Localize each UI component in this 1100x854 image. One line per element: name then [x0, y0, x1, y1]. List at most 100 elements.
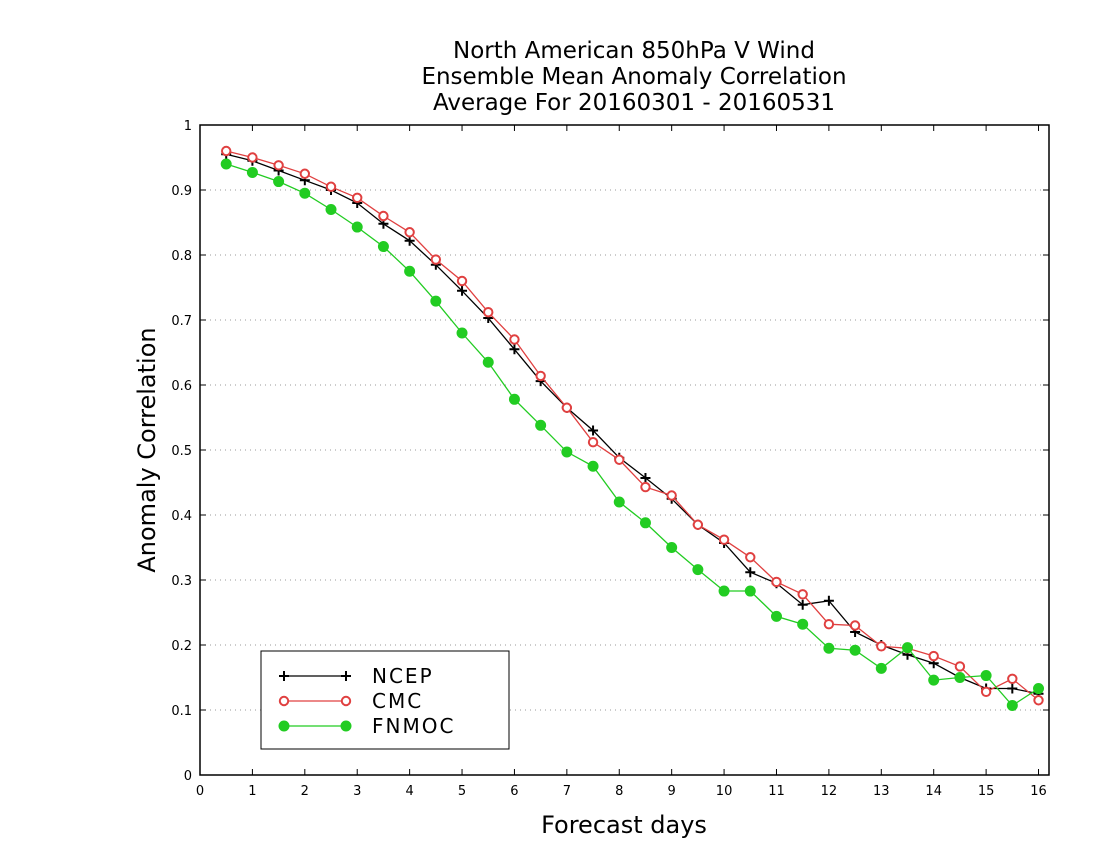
series-cmc	[221, 145, 1044, 706]
cmc-point	[1007, 673, 1018, 684]
fnmoc-point	[325, 204, 337, 215]
x-tick-label: 1	[248, 784, 256, 799]
cmc-point	[587, 437, 599, 448]
cmc-point	[352, 192, 363, 204]
cmc-point	[483, 307, 494, 318]
fnmoc-point	[770, 610, 782, 622]
cmc-point	[273, 160, 284, 171]
fnmoc-point	[613, 496, 625, 508]
ncep-point	[457, 285, 468, 296]
fnmoc-point	[875, 662, 887, 674]
cmc-point	[561, 402, 573, 413]
fnmoc-point	[980, 670, 992, 682]
cmc-point	[771, 576, 782, 588]
cmc-point	[849, 620, 861, 631]
fnmoc-point	[246, 166, 258, 178]
x-axis: 0 1 2 3 4 5 6 7 8 9 10 11 12 13 14 15 16	[196, 125, 1047, 799]
chart-title-line-2: Ensemble Mean Anomaly Correlation	[421, 64, 846, 90]
y-tick-label: 0.3	[171, 574, 192, 589]
legend-marker-ncep	[341, 671, 351, 681]
cmc-point	[876, 641, 887, 652]
cmc-point	[718, 534, 730, 545]
series-line-fnmoc	[226, 163, 1039, 707]
x-tick-label: 2	[301, 784, 309, 799]
legend-marker-cmc	[278, 695, 290, 707]
x-tick-label: 8	[615, 784, 623, 799]
cmc-point	[928, 650, 939, 662]
cmc-point	[535, 370, 546, 382]
x-tick-label: 3	[353, 784, 361, 799]
x-tick-label: 16	[1030, 784, 1047, 799]
legend-box	[260, 650, 510, 750]
chart-title-line-1: North American 850hPa V Wind	[453, 38, 815, 64]
x-tick-label: 4	[405, 784, 413, 799]
fnmoc-point	[299, 187, 311, 199]
fnmoc-point	[744, 585, 756, 597]
cmc-point	[247, 152, 258, 163]
x-tick-label: 7	[563, 784, 571, 799]
fnmoc-point	[508, 393, 520, 405]
fnmoc-point	[404, 265, 416, 277]
fnmoc-point	[1006, 699, 1018, 711]
x-tick-label: 9	[668, 784, 676, 799]
y-tick-label: 0.1	[171, 704, 192, 719]
cmc-point	[614, 454, 625, 465]
cmc-point	[509, 334, 520, 345]
legend-marker-fnmoc	[340, 720, 352, 732]
fnmoc-point	[849, 644, 861, 656]
x-axis-title: Forecast days	[541, 811, 707, 839]
y-tick-label: 0.8	[171, 249, 192, 264]
cmc-point	[430, 254, 442, 265]
series-ncep	[221, 149, 1044, 699]
cmc-point	[299, 168, 311, 179]
y-tick-label: 0.9	[171, 184, 192, 199]
y-axis: 0 0.1 0.2 0.3 0.4 0.5 0.6 0.7 0.8 0.9 1	[171, 119, 1049, 784]
x-tick-label: 0	[196, 784, 204, 799]
fnmoc-point	[220, 158, 232, 170]
gridlines	[200, 189, 1049, 711]
y-tick-label: 0.6	[171, 379, 192, 394]
y-tick-label: 0.4	[171, 509, 192, 524]
x-tick-label: 15	[978, 784, 995, 799]
ncep-point	[823, 595, 834, 606]
fnmoc-point	[430, 295, 442, 307]
legend-marker-cmc	[340, 695, 352, 707]
x-tick-label: 11	[768, 784, 785, 799]
y-tick-label: 1	[184, 119, 192, 134]
ncep-point	[797, 599, 808, 610]
fnmoc-point	[1033, 683, 1045, 695]
y-tick-label: 0.2	[171, 639, 192, 654]
x-tick-label: 10	[716, 784, 733, 799]
fnmoc-point	[823, 642, 835, 654]
cmc-point	[666, 490, 677, 501]
fnmoc-point	[797, 618, 809, 630]
fnmoc-point	[639, 517, 651, 529]
ncep-point	[640, 472, 651, 483]
fnmoc-point	[561, 446, 573, 458]
y-tick-label: 0.5	[171, 444, 192, 459]
fnmoc-point	[718, 585, 730, 597]
chart-title-line-3: Average For 20160301 - 20160531	[433, 90, 835, 116]
fnmoc-point	[954, 672, 966, 683]
cmc-point	[745, 552, 756, 563]
ncep-point	[1007, 683, 1018, 694]
ncep-point	[745, 567, 756, 578]
legend-label-fnmoc: FNMOC	[372, 714, 455, 738]
fnmoc-point	[692, 564, 704, 576]
legend-label-ncep: NCEP	[372, 664, 434, 688]
y-axis-title: Anomaly Correlation	[133, 327, 161, 572]
fnmoc-point	[273, 176, 285, 188]
ncep-point	[588, 425, 599, 436]
cmc-point	[640, 481, 651, 493]
fnmoc-point	[587, 460, 599, 472]
fnmoc-point	[535, 419, 547, 431]
fnmoc-point	[456, 327, 468, 339]
cmc-point	[980, 686, 992, 697]
series-line-ncep	[226, 153, 1039, 695]
fnmoc-point	[482, 356, 494, 368]
legend-marker-fnmoc	[278, 720, 290, 732]
ncep-point	[509, 344, 520, 355]
